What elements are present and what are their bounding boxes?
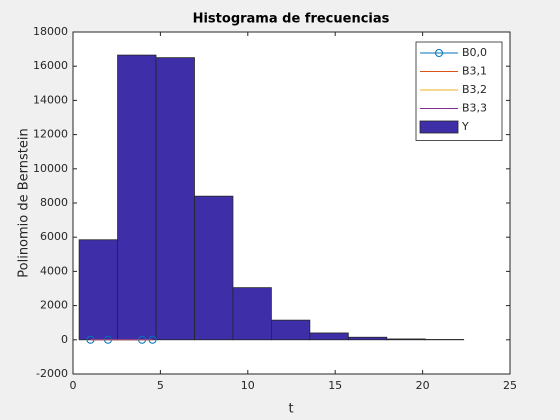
legend-label: B3,3 <box>462 102 487 115</box>
y-tick-label: 14000 <box>33 93 68 106</box>
x-tick-label: 20 <box>416 379 430 392</box>
y-axis-label: Polinomio de Bernstein <box>17 128 32 277</box>
legend-label: B3,2 <box>462 83 487 96</box>
y-tick-label: 12000 <box>33 128 68 141</box>
histogram-bar <box>194 195 234 341</box>
x-tick-label: 10 <box>241 379 255 392</box>
y-tick-label: 2000 <box>40 299 68 312</box>
y-tick-label: 16000 <box>33 59 68 72</box>
y-tick-label: 18000 <box>33 25 68 38</box>
y-tick-label: 6000 <box>40 230 68 243</box>
legend-marker <box>435 49 443 57</box>
histogram-bar <box>347 336 388 341</box>
y-tick-label: -2000 <box>36 367 68 380</box>
x-tick-label: 15 <box>328 379 342 392</box>
y-tick-label: 10000 <box>33 162 68 175</box>
histogram-bar <box>155 57 195 341</box>
x-tick-label: 5 <box>157 379 164 392</box>
x-tick-label: 0 <box>70 379 77 392</box>
axes-box <box>72 31 511 375</box>
legend-swatch <box>419 120 459 134</box>
histogram-bar <box>270 319 311 341</box>
histogram-bar <box>78 239 118 341</box>
y-tick-label: 8000 <box>40 196 68 209</box>
histogram-bar <box>386 338 426 341</box>
chart-title: Histograma de frecuencias <box>193 12 390 27</box>
y-tick-label: 4000 <box>40 264 68 277</box>
histogram-bar <box>309 332 349 341</box>
x-tick-label: 25 <box>503 379 517 392</box>
legend-label: Y <box>461 120 469 133</box>
histogram-bar <box>232 287 272 341</box>
y-tick-label: 0 <box>61 333 68 346</box>
legend-label: B3,1 <box>462 65 487 78</box>
x-axis-label: t <box>288 402 293 417</box>
legend-label: B0,0 <box>462 46 487 59</box>
histogram-bar <box>117 54 157 341</box>
